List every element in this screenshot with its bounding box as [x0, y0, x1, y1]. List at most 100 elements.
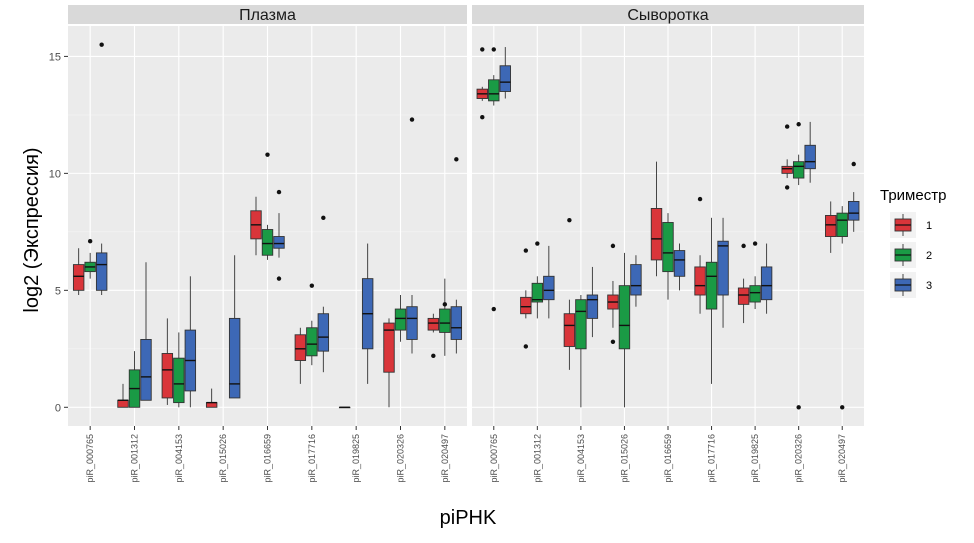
- box-body: [749, 285, 761, 303]
- box-piR_001312-trimester-1: [520, 248, 532, 349]
- box-body: [205, 402, 218, 408]
- box-piR_016659-trimester-2: [662, 213, 674, 300]
- box-body: [694, 266, 706, 296]
- box-piR_015026-trimester-3: [228, 255, 241, 399]
- box-body: [95, 252, 108, 291]
- x-tick-label: piR_001312: [130, 434, 140, 483]
- y-tick-label: 5: [55, 285, 61, 297]
- x-tick-label: piR_017716: [307, 434, 317, 483]
- outlier-point: [265, 152, 270, 157]
- outlier-point: [491, 47, 496, 52]
- box-body: [173, 357, 185, 404]
- x-tick-label: piR_020326: [794, 434, 804, 483]
- x-tick-label: piR_001312: [532, 434, 542, 483]
- box-body: [406, 306, 418, 340]
- box-body: [499, 65, 511, 92]
- box-body: [717, 240, 729, 296]
- box-body: [543, 275, 555, 301]
- box-piR_020326-trimester-1: [383, 318, 395, 408]
- outlier-point: [87, 239, 93, 244]
- box-body: [804, 144, 816, 170]
- legend-items: 1 2 3: [890, 212, 932, 298]
- outlier-point: [321, 215, 326, 221]
- outlier-point: [276, 276, 282, 281]
- legend-label: 1: [926, 220, 932, 232]
- box-piR_001312-trimester-1: [117, 383, 129, 408]
- x-tick-label: piR_000765: [85, 434, 95, 483]
- box-piR_015026-trimester-1: [607, 243, 619, 344]
- outlier-point: [535, 241, 540, 246]
- box-body: [781, 165, 793, 174]
- box-piR_020497-trimester-2: [836, 206, 848, 410]
- panel-title-serum: Сыворотка: [627, 7, 708, 24]
- outlier-point: [796, 122, 801, 127]
- outlier-point: [784, 124, 790, 129]
- box-piR_004153-trimester-1: [161, 318, 174, 405]
- x-axis-title: piPHK: [440, 507, 497, 529]
- box-body: [228, 317, 241, 399]
- box-body: [140, 339, 152, 401]
- outlier-point: [697, 196, 703, 202]
- box-piR_020326-trimester-3: [406, 117, 418, 354]
- box-piR_015026-trimester-2: [618, 252, 631, 408]
- box-body: [630, 264, 642, 296]
- y-tick-label: 15: [49, 51, 61, 63]
- box-piR_017716-trimester-1: [294, 327, 307, 384]
- box-piR_020326-trimester-2: [394, 295, 407, 342]
- legend-item-trimester-3: 3: [890, 272, 932, 298]
- box-body: [531, 282, 544, 303]
- box-body: [294, 334, 307, 361]
- box-piR_017716-trimester-3: [717, 217, 729, 328]
- outlier-point: [491, 306, 496, 312]
- x-tick-label: piR_015026: [619, 434, 629, 483]
- box-piR_001312-trimester-2: [531, 241, 544, 319]
- legend-item-trimester-2: 2: [890, 242, 932, 268]
- outlier-point: [752, 241, 758, 246]
- x-tick-label: piR_004153: [576, 434, 586, 483]
- box-piR_000765-trimester-1: [72, 248, 85, 296]
- x-tick-label: piR_004153: [174, 434, 184, 483]
- box-piR_016659-trimester-1: [250, 196, 262, 256]
- outlier-point: [99, 42, 104, 47]
- x-tick-label: piR_000765: [489, 434, 499, 483]
- x-tick-label: piR_016659: [263, 434, 273, 483]
- box-piR_019825-trimester-2: [749, 241, 761, 310]
- panel-strip-serum: [472, 5, 864, 24]
- y-tick-label: 0: [55, 402, 61, 414]
- box-body: [488, 79, 500, 102]
- box-body: [792, 161, 805, 179]
- box-piR_020497-trimester-1: [825, 201, 837, 253]
- outlier-point: [431, 353, 436, 359]
- outlier-point: [567, 217, 572, 223]
- box-body: [673, 250, 686, 277]
- outlier-point: [784, 185, 790, 190]
- outlier-point: [851, 161, 856, 167]
- legend-label: 2: [926, 250, 932, 262]
- box-body: [825, 215, 837, 237]
- box-body: [439, 308, 451, 333]
- box-piR_004153-trimester-2: [173, 332, 185, 408]
- x-tick-label: piR_020497: [837, 434, 847, 483]
- box-body: [450, 306, 463, 340]
- y-axis-title: log2 (Экспрессия): [21, 147, 43, 312]
- box-body: [586, 294, 599, 319]
- outlier-point: [454, 157, 459, 162]
- box-piR_000765-trimester-1: [476, 47, 488, 120]
- box-body: [72, 264, 85, 291]
- box-body: [650, 208, 663, 261]
- box-body: [662, 222, 674, 273]
- outlier-point: [309, 283, 315, 288]
- x-tick-label: piR_016659: [663, 434, 673, 483]
- box-piR_001312-trimester-2: [128, 351, 141, 408]
- y-tick-label: 10: [49, 168, 61, 180]
- box-piR_016659-trimester-3: [673, 243, 686, 291]
- box-piR_001312-trimester-3: [140, 262, 152, 401]
- box-piR_020497-trimester-2: [439, 278, 451, 356]
- outlier-point: [840, 405, 845, 410]
- outlier-point: [523, 248, 529, 253]
- box-piR_020326-trimester-2: [792, 122, 805, 410]
- box-piR_019825-trimester-3: [760, 243, 773, 314]
- box-piR_017716-trimester-3: [317, 215, 330, 373]
- x-tick-label: piR_020497: [440, 434, 450, 483]
- legend-title: Триместр: [880, 187, 946, 204]
